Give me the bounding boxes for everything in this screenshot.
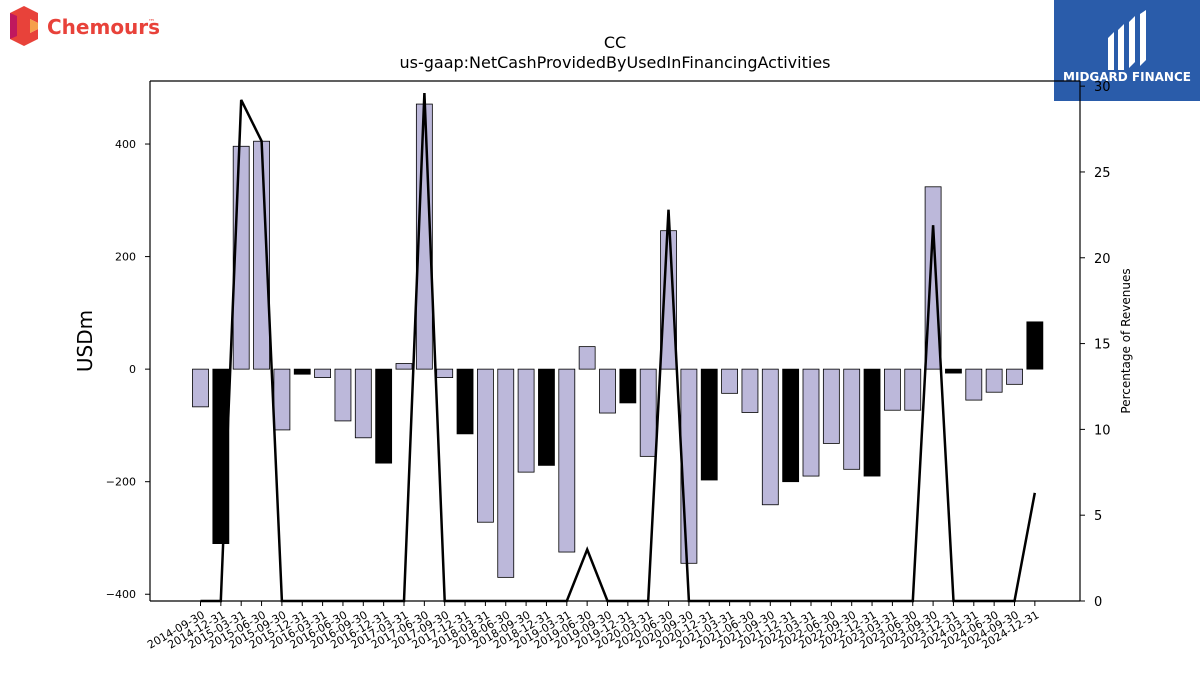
bar-2015-12-31 (293, 368, 311, 375)
bar-2021-06-30 (741, 368, 759, 413)
bar-2022-03-31 (802, 368, 820, 477)
bar-2024-12-31 (1026, 321, 1044, 370)
bar-2016-03-31 (314, 368, 332, 378)
bar-2016-06-30 (334, 368, 352, 422)
y-tick-label-right: 15 (1094, 338, 1111, 353)
bar-2019-09-30 (599, 368, 616, 414)
bar-2019-03-31 (558, 368, 576, 553)
bar-2021-03-31 (721, 368, 738, 394)
bar-2021-09-30 (761, 368, 779, 506)
chemours-logo-mark-accent (30, 19, 38, 33)
y-tick-label-right: 0 (1094, 595, 1102, 610)
bar-2018-12-31 (538, 368, 555, 466)
bar-2018-03-31 (476, 368, 494, 523)
bar-2023-06-30 (904, 368, 922, 411)
midgard-logo-mark (1108, 10, 1146, 70)
chemours-logo-tm: ™ (148, 18, 155, 26)
bar-2023-09-30 (924, 186, 942, 370)
bar-2024-06-30 (985, 368, 1003, 393)
y-tick-label-right: 20 (1094, 252, 1111, 267)
y-tick-label-left: 0 (129, 363, 136, 376)
midgard-finance-logo: MIDGARD FINANCE (1054, 0, 1200, 101)
chemours-logo-mark-shade (10, 13, 17, 39)
bar-2016-09-30 (354, 368, 372, 439)
line-layer (200, 92, 1037, 603)
bar-2022-09-30 (843, 368, 861, 470)
bar-2022-12-31 (863, 368, 881, 477)
bar-2017-12-31 (456, 368, 474, 435)
bar-2020-09-30 (680, 368, 698, 564)
bar-2015-09-30 (273, 368, 291, 431)
bar-2019-12-31 (619, 368, 637, 404)
y-axis-label-right: Percentage of Revenues (1119, 268, 1133, 413)
y-tick-label-left: −200 (106, 476, 136, 489)
bar-2020-03-31 (639, 368, 657, 457)
y-tick-label-right: 30 (1094, 80, 1111, 95)
bar-2019-06-30 (578, 346, 596, 370)
chemours-logo: Chemours ™ (10, 6, 160, 46)
y-tick-label-left: 400 (115, 138, 136, 151)
bar-2018-09-30 (517, 368, 535, 473)
y-axis-label-left: USDm (73, 310, 97, 372)
bar-2016-12-31 (375, 368, 393, 464)
bar-2022-06-30 (822, 368, 840, 444)
midgard-logo-background (1054, 0, 1200, 101)
bar-2023-03-31 (884, 368, 901, 411)
y-tick-label-right: 10 (1094, 423, 1111, 438)
axes-layer: 4002000−200−4003025201510502014-09-30201… (106, 80, 1111, 651)
bar-2014-09-30 (192, 368, 209, 408)
y-tick-label-right: 5 (1094, 509, 1102, 524)
chart-title: CC (604, 33, 626, 52)
y-tick-label-right: 25 (1094, 166, 1111, 181)
bar-2024-03-31 (965, 368, 983, 401)
bar-2017-03-31 (395, 363, 413, 370)
chart-subtitle: us-gaap:NetCashProvidedByUsedInFinancing… (399, 53, 830, 72)
bars-layer (192, 103, 1044, 578)
chemours-logo-text: Chemours (47, 15, 160, 39)
bar-2018-06-30 (497, 368, 515, 578)
bar-2023-12-31 (945, 368, 962, 374)
midgard-logo-text: MIDGARD FINANCE (1063, 70, 1191, 84)
bar-2024-09-30 (1006, 368, 1023, 385)
y-tick-label-left: −400 (106, 588, 136, 601)
bar-2017-09-30 (436, 368, 454, 378)
bar-2020-12-31 (700, 368, 718, 481)
y-tick-label-left: 200 (115, 251, 136, 264)
bar-2021-12-31 (782, 368, 800, 483)
percentage-line (200, 92, 1037, 603)
